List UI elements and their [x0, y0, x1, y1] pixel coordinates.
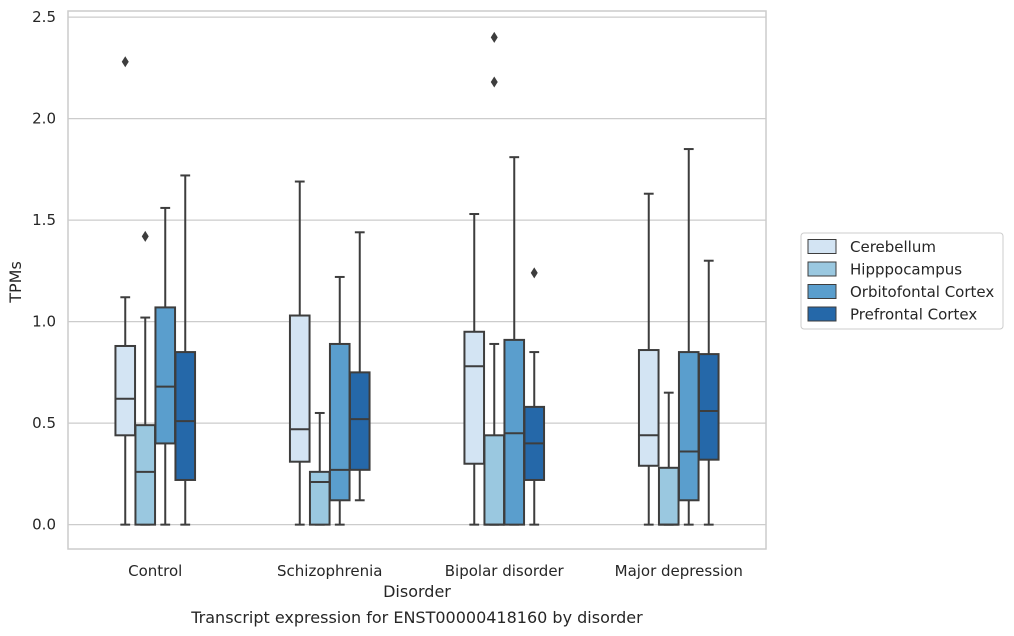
legend-label: Prefrontal Cortex	[850, 306, 977, 324]
box-iqr	[328, 342, 351, 502]
box-cerebellum-0	[114, 56, 137, 526]
legend-frame	[800, 232, 1004, 330]
chart-caption: Transcript expression for ENST0000041816…	[190, 608, 643, 627]
box-hipppocampus-2	[483, 31, 506, 526]
y-tick-label: 0.5	[32, 414, 56, 432]
outlier-point	[490, 76, 498, 88]
box-iqr	[483, 434, 506, 526]
box-prefrontal-cortex-1	[348, 231, 371, 502]
box-orbitofontal-cortex-3	[677, 148, 700, 526]
box-iqr	[288, 314, 311, 463]
box-iqr	[308, 470, 331, 526]
box-cerebellum-1	[288, 180, 311, 526]
legend-swatch	[807, 261, 837, 277]
box-iqr	[503, 338, 526, 526]
x-tick-label: Major depression	[615, 562, 743, 580]
y-tick-label: 1.0	[32, 313, 56, 331]
x-tick-label: Schizophrenia	[277, 562, 382, 580]
plot-frame	[67, 10, 767, 550]
legend-label: Orbitofontal Cortex	[850, 283, 994, 301]
x-tick-label: Control	[128, 562, 182, 580]
box-iqr	[174, 351, 197, 481]
legend-label: Hipppocampus	[850, 261, 962, 279]
box-iqr	[134, 424, 157, 526]
outlier-point	[490, 31, 498, 43]
box-hipppocampus-3	[657, 391, 680, 526]
box-iqr	[677, 351, 700, 502]
outlier-point	[530, 267, 538, 279]
y-axis-label: TPMs	[6, 261, 25, 304]
legend-swatch	[807, 306, 837, 322]
legend-label: Cerebellum	[850, 238, 936, 256]
box-hipppocampus-0	[134, 230, 157, 526]
y-tick-label: 0.0	[32, 516, 56, 534]
box-iqr	[114, 344, 137, 437]
box-orbitofontal-cortex-1	[328, 275, 351, 526]
y-tick-label: 2.0	[32, 110, 56, 128]
y-tick-label: 2.5	[32, 8, 56, 26]
grid-lines	[68, 16, 766, 526]
legend: Cerebellum Hipppocampus Orbitofontal Corte…	[800, 232, 1004, 330]
box-orbitofontal-cortex-0	[154, 206, 177, 526]
box-prefrontal-cortex-2	[523, 267, 546, 526]
box-iqr	[657, 466, 680, 526]
box-iqr	[697, 353, 720, 461]
y-tick-label: 1.5	[32, 211, 56, 229]
x-tick-label: Bipolar disorder	[445, 562, 565, 580]
box-iqr	[154, 306, 177, 445]
legend-swatch	[807, 239, 837, 254]
outlier-point	[141, 230, 149, 242]
box-iqr	[637, 349, 660, 467]
box-iqr	[348, 371, 371, 471]
box-hipppocampus-1	[308, 411, 331, 526]
box-prefrontal-cortex-0	[174, 174, 197, 526]
x-axis-label: Disorder	[383, 582, 451, 601]
box-iqr	[463, 330, 486, 465]
box-prefrontal-cortex-3	[697, 259, 720, 526]
box-orbitofontal-cortex-2	[503, 156, 526, 526]
y-axis-ticks: 0.0 0.5 1.0 1.5 2.0 2.5	[32, 8, 56, 534]
plot-area	[114, 31, 720, 526]
outlier-point	[121, 56, 129, 68]
box-cerebellum-3	[637, 192, 660, 526]
x-axis-ticks: Control Schizophrenia Bipolar disorder Majo…	[128, 562, 743, 580]
box-cerebellum-2	[463, 213, 486, 526]
legend-swatch	[807, 284, 837, 299]
